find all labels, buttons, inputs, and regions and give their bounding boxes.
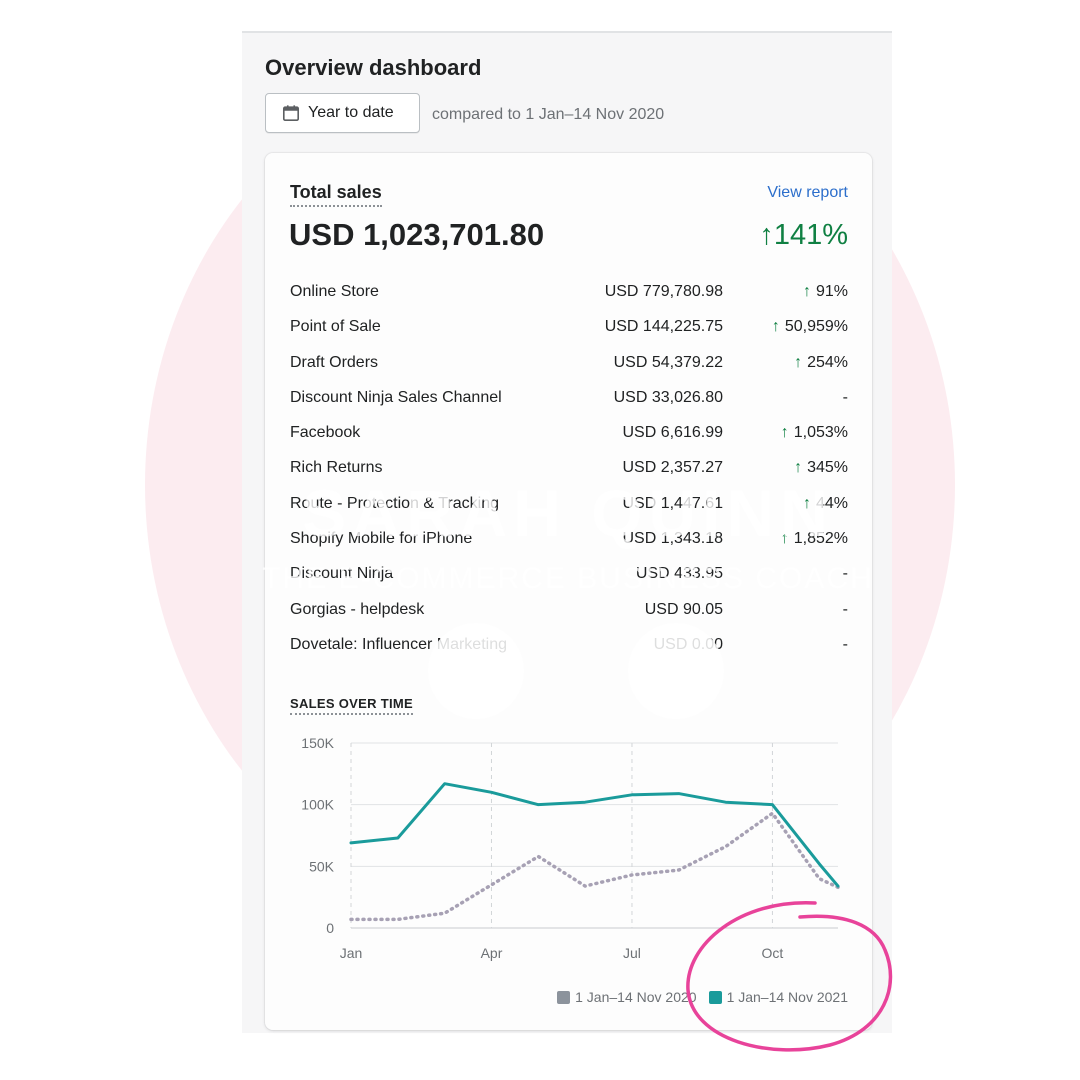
change-value: - [842, 565, 848, 583]
table-row: Route - Protection & Tracking USD 1,447.6… [290, 495, 848, 530]
change-value: - [842, 388, 848, 406]
channel-amount: USD 33,026.80 [613, 388, 723, 406]
channel-amount: USD 1,343.18 [622, 530, 723, 548]
channel-name: Rich Returns [290, 459, 383, 477]
watermark-dot-left [428, 623, 524, 719]
channel-name: Route - Protection & Tracking [290, 494, 499, 512]
watermark-dot-right [628, 623, 724, 719]
table-row: Gorgias - helpdesk USD 90.05 - [290, 601, 848, 636]
channel-name: Gorgias - helpdesk [290, 600, 425, 618]
table-row: Dovetale: Influencer MarketingUSD 0.00- [290, 636, 848, 671]
channel-change: ↑ 1,053% [781, 424, 848, 442]
x-tick-label: Jan [340, 945, 363, 961]
y-tick-label: 50K [309, 858, 335, 874]
total-sales-value: USD 1,023,701.80 [289, 217, 545, 252]
date-range-label: Year to date [308, 104, 394, 121]
table-row: Shopify Mobile for iPhone USD 1,343.18 ↑ 1,… [290, 530, 848, 565]
table-row: Online Store USD 779,780.98 ↑ 91% [290, 283, 848, 318]
total-sales-heading[interactable]: Total sales [290, 182, 382, 207]
legend-swatch-2020 [557, 990, 571, 1004]
channel-name: Draft Orders [290, 353, 379, 371]
channel-change: - [843, 389, 848, 407]
comparison-text: compared to 1 Jan–14 Nov 2020 [432, 106, 665, 123]
arrow-up-icon: ↑ [794, 353, 803, 371]
change-value: - [842, 600, 848, 618]
channel-amount: USD 2,357.27 [622, 459, 723, 477]
channel-change: ↑ 1,852% [781, 530, 848, 548]
table-row: Point of Sale USD 144,225.75 ↑ 50,959% [290, 318, 848, 353]
legend-label-2020: 1 Jan–14 Nov 2020 [575, 989, 697, 1005]
calendar-icon [282, 105, 300, 122]
y-tick-label: 0 [326, 920, 334, 936]
channel-name: Online Store [290, 283, 379, 300]
sales-over-time-chart: 0 50K 100K 150K Jan Apr Jul Oct [301, 735, 840, 961]
channel-name: Point of Sale [290, 318, 381, 336]
arrow-up-icon: ↑ [771, 318, 780, 336]
channel-amount: USD 779,780.98 [604, 283, 723, 300]
channel-change: ↑ 91% [803, 283, 848, 301]
channel-amount: USD 144,225.75 [604, 318, 723, 336]
legend-label-2021: 1 Jan–14 Nov 2021 [726, 989, 848, 1005]
x-tick-label: Oct [762, 945, 784, 961]
table-row: Discount Ninja Sales Channel USD 33,026.8… [290, 389, 848, 424]
channel-amount: USD 6,616.99 [622, 424, 723, 442]
channel-change: ↑ 254% [794, 354, 848, 372]
chart-legend: 1 Jan–14 Nov 2020 1 Jan–14 Nov 2021 [557, 989, 848, 1005]
x-tick-label: Apr [481, 945, 503, 961]
legend-swatch-2021 [708, 990, 722, 1004]
series-line-0 [349, 811, 840, 922]
arrow-up-icon: ↑ [780, 424, 789, 442]
x-tick-label: Jul [623, 945, 641, 961]
change-value: 254% [807, 353, 848, 371]
view-report-link[interactable]: View report [767, 184, 848, 201]
y-tick-label: 100K [301, 797, 334, 813]
y-tick-label: 150K [301, 735, 334, 751]
legend-item-2020[interactable]: 1 Jan–14 Nov 2020 [557, 989, 697, 1005]
change-value: 1,852% [793, 530, 848, 548]
channel-name: Discount Ninja Sales Channel [290, 388, 502, 406]
channel-change: - [843, 601, 848, 619]
total-sales-card: Total sales View report USD 1,023,701.80… [265, 153, 872, 1030]
date-range-button[interactable]: Year to date [265, 93, 420, 133]
table-row: Rich Returns USD 2,357.27 ↑ 345% [290, 459, 848, 494]
table-row: Draft Orders USD 54,379.22 ↑ 254% [290, 354, 848, 389]
change-value: 345% [807, 459, 848, 477]
channel-name: Discount Ninja [290, 565, 394, 583]
change-value: 50,959% [784, 318, 848, 336]
channel-amount: USD 90.05 [644, 600, 723, 618]
table-row: Facebook USD 6,616.99 ↑ 1,053% [290, 424, 848, 459]
change-value: 44% [815, 494, 848, 512]
change-value: 1,053% [793, 424, 848, 442]
legend-item-2021[interactable]: 1 Jan–14 Nov 2021 [708, 989, 848, 1005]
change-value: - [842, 635, 848, 653]
channel-change: - [843, 636, 848, 654]
sales-over-time-heading[interactable]: SALES OVER TIME [290, 696, 413, 715]
arrow-up-icon: ↑ [802, 283, 811, 300]
channel-amount: USD 1,447.61 [622, 494, 723, 512]
page-title: Overview dashboard [265, 55, 482, 80]
channel-change: - [843, 565, 848, 583]
change-value: 91% [815, 283, 848, 300]
arrow-up-icon: ↑ [780, 530, 789, 548]
table-row: Discount Ninja USD 433.95 - [290, 565, 848, 600]
channel-change: ↑ 345% [794, 459, 848, 477]
channel-change: ↑ 50,959% [772, 318, 848, 336]
arrow-up-icon: ↑ [794, 459, 803, 477]
sales-channel-table: Online Store USD 779,780.98 ↑ 91% Point of S… [290, 283, 848, 671]
channel-name: Shopify Mobile for iPhone [290, 530, 473, 548]
arrow-up-icon: ↑ [802, 494, 811, 512]
series-line-1 [349, 782, 840, 888]
channel-name: Facebook [290, 424, 361, 442]
channel-amount: USD 433.95 [635, 565, 723, 583]
total-sales-change: ↑141% [759, 219, 848, 251]
channel-change: ↑ 44% [803, 495, 848, 513]
channel-amount: USD 54,379.22 [613, 353, 723, 371]
